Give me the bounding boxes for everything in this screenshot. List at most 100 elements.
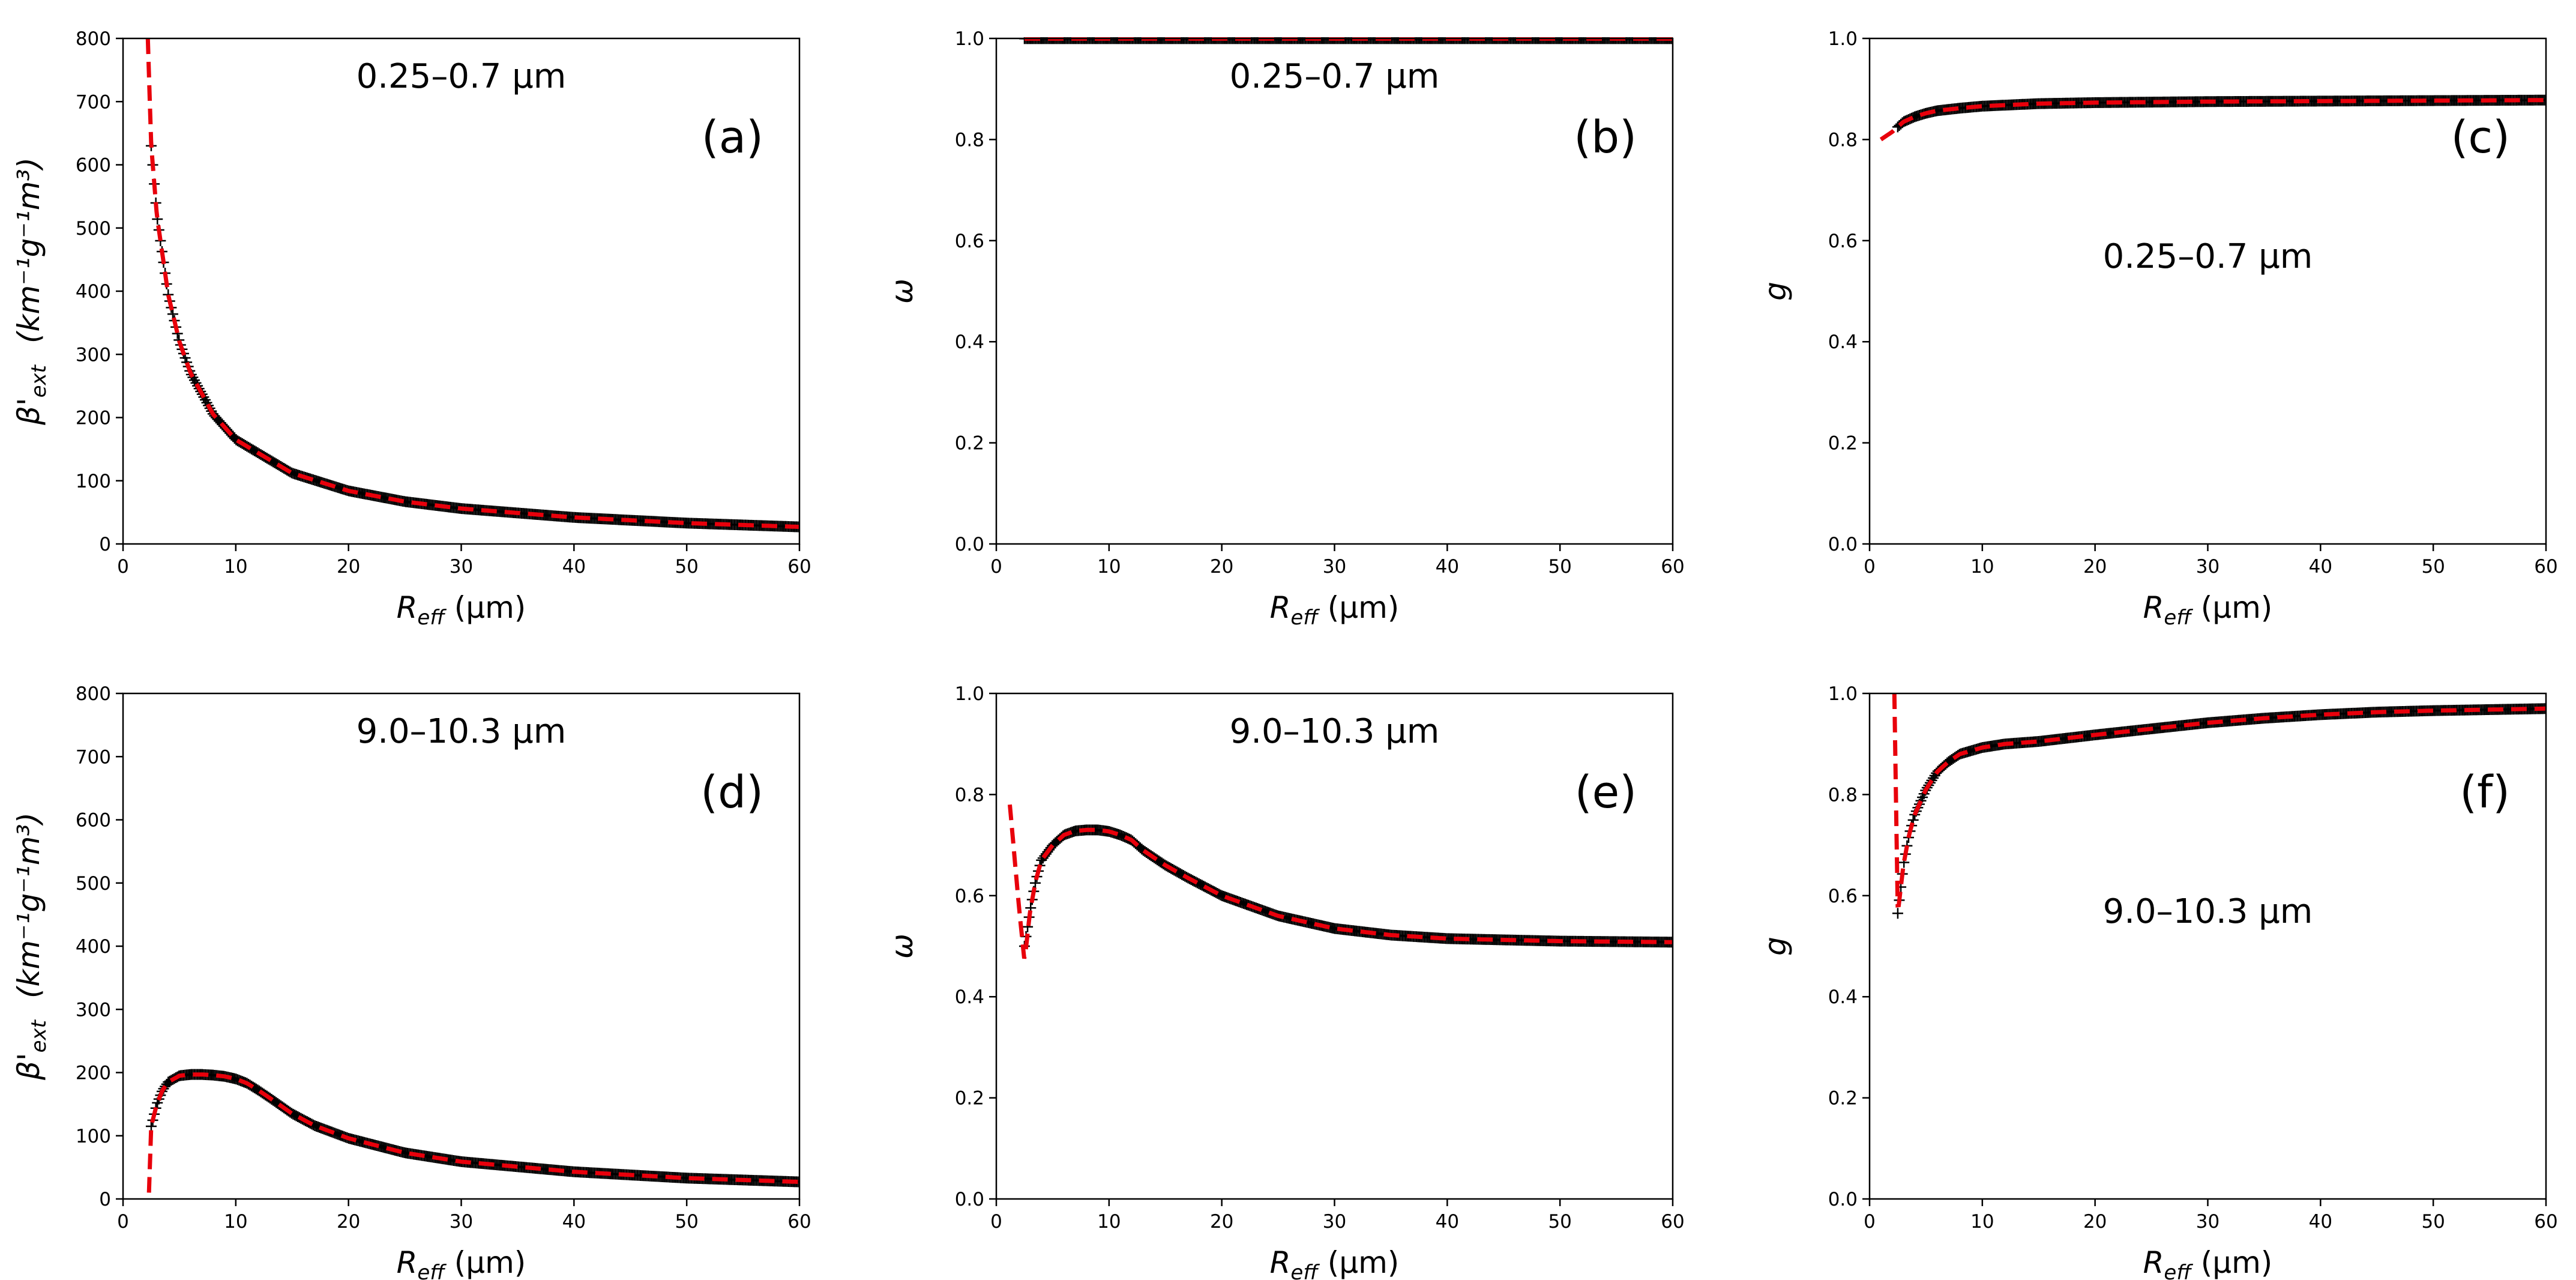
fit-line <box>1008 804 1673 959</box>
y-axis-label: ω <box>885 934 919 959</box>
x-tick-label: 60 <box>1661 556 1684 578</box>
x-axis-label-unit: (μm) <box>2191 1245 2272 1280</box>
x-tick-label: 60 <box>2534 556 2557 578</box>
x-tick-label: 40 <box>2309 1211 2332 1233</box>
y-tick-label: 1.0 <box>955 28 984 50</box>
y-axis-label-main: g <box>1758 937 1793 956</box>
x-tick-label: 20 <box>337 556 360 578</box>
x-axis-label-sub: eff <box>2164 606 2193 630</box>
x-tick-label: 60 <box>787 1211 811 1233</box>
y-tick-label: 0.4 <box>955 986 984 1008</box>
chart-panel-e: 0 10 20 30 40 50 60 0.0 0.2 0.4 0.6 0.8 1.0 Reff (μm)… <box>885 683 1685 1280</box>
data-marker <box>188 375 200 386</box>
chart-panel-a: 0 10 20 30 40 50 600100200300400500600700800Re… <box>11 28 811 630</box>
y-tick-label: 1.0 <box>1828 28 1858 50</box>
x-axis-label: Reff (μm) <box>2143 1245 2273 1280</box>
x-tick-label: 0 <box>990 556 1002 578</box>
x-tick-label: 10 <box>1970 1211 1994 1233</box>
band-label: 9.0–10.3 μm <box>2103 892 2313 931</box>
x-axis-label-unit: (μm) <box>2191 590 2272 625</box>
plot-area <box>1892 693 2546 919</box>
y-tick-label: 1.0 <box>955 683 984 705</box>
y-tick-label: 800 <box>76 28 111 50</box>
plot-area <box>145 38 799 533</box>
panel-tag: (c) <box>2451 112 2510 163</box>
x-tick-label: 40 <box>1436 1211 1459 1233</box>
x-axis-label-sub: eff <box>1290 1261 1320 1280</box>
y-tick-label: 0.4 <box>1828 331 1858 353</box>
y-tick-label: 0.0 <box>955 534 984 555</box>
y-axis-label-main: ω <box>885 934 919 959</box>
band-label: 0.25–0.7 μm <box>2103 237 2313 276</box>
y-tick-label: 0.2 <box>955 433 984 454</box>
x-tick-label: 0 <box>117 556 129 578</box>
y-tick-label: 0.2 <box>955 1088 984 1109</box>
y-tick-label: 0.2 <box>1828 1088 1858 1109</box>
y-axis-label: ω <box>885 279 919 304</box>
y-tick-label: 0.2 <box>1828 433 1858 454</box>
y-tick-label: 300 <box>76 999 111 1021</box>
y-tick-label: 0 <box>99 534 111 555</box>
x-tick-label: 60 <box>787 556 811 578</box>
y-tick-label: 0.8 <box>955 129 984 151</box>
band-label: 0.25–0.7 μm <box>357 57 567 96</box>
y-tick-label: 100 <box>76 1126 111 1147</box>
y-tick-label: 0.4 <box>955 331 984 353</box>
y-tick-label: 0.0 <box>955 1189 984 1210</box>
y-tick-label: 0.6 <box>1828 231 1858 252</box>
x-axis-label-main: R <box>397 1245 418 1280</box>
x-tick-label: 20 <box>337 1211 360 1233</box>
chart-panel-c: 0 10 20 30 40 50 60 0.0 0.2 0.4 0.6 0.8 1.0 Reff (μm)… <box>1758 28 2558 630</box>
y-tick-label: 0.6 <box>955 886 984 907</box>
y-tick-label: 600 <box>76 155 111 177</box>
x-tick-label: 40 <box>562 1211 586 1233</box>
x-tick-label: 50 <box>1548 1211 1571 1233</box>
y-axis-label-main: ω <box>885 279 919 304</box>
x-tick-label: 30 <box>450 1211 473 1233</box>
x-axis-label: Reff (μm) <box>1270 1245 1400 1280</box>
y-tick-label: 0.8 <box>1828 129 1858 151</box>
x-tick-label: 10 <box>1097 556 1121 578</box>
x-tick-label: 10 <box>224 1211 247 1233</box>
x-tick-label: 60 <box>2534 1211 2557 1233</box>
panel-tag: (f) <box>2460 767 2510 818</box>
x-axis-label-unit: (μm) <box>445 1245 526 1280</box>
y-tick-label: 700 <box>76 91 111 113</box>
panel-tag: (d) <box>700 767 763 818</box>
y-axis-label-main: β' <box>11 1052 46 1081</box>
band-label: 9.0–10.3 μm <box>357 712 567 751</box>
y-tick-label: 0.8 <box>1828 784 1858 806</box>
x-tick-label: 20 <box>1210 1211 1233 1233</box>
x-axis-label-sub: eff <box>2164 1261 2193 1280</box>
plot-area <box>1879 94 2546 142</box>
y-tick-label: 0.6 <box>955 231 984 252</box>
y-axis-label-sub: ext <box>27 1019 51 1052</box>
x-axis-label-sub: eff <box>417 606 447 630</box>
x-tick-label: 40 <box>2309 556 2332 578</box>
x-tick-label: 0 <box>990 1211 1002 1233</box>
y-tick-label: 0.4 <box>1828 986 1858 1008</box>
x-tick-label: 30 <box>2196 556 2219 578</box>
y-tick-label: 200 <box>76 1063 111 1084</box>
x-tick-label: 20 <box>2083 1211 2107 1233</box>
y-tick-label: 1.0 <box>1828 683 1858 705</box>
y-tick-label: 500 <box>76 873 111 895</box>
x-tick-label: 60 <box>1661 1211 1684 1233</box>
x-tick-label: 30 <box>450 556 473 578</box>
x-axis-label: Reff (μm) <box>1270 590 1400 630</box>
band-label: 9.0–10.3 μm <box>1230 712 1440 751</box>
data-marker <box>167 309 178 320</box>
y-axis-label: g <box>1758 937 1793 956</box>
y-tick-label: 400 <box>76 936 111 958</box>
x-tick-label: 40 <box>562 556 586 578</box>
chart-panel-b: 0 10 20 30 40 50 60 0.0 0.2 0.4 0.6 0.8 1.0 Reff (μm)… <box>885 28 1685 630</box>
chart-panel-d: 0 10 20 30 40 50 600100200300400500600700800Re… <box>11 683 811 1280</box>
data-marker <box>145 1120 157 1132</box>
y-axis-label-sub: ext <box>27 364 51 397</box>
y-axis-label: β'ext (km⁻¹g⁻¹m³) <box>11 812 51 1081</box>
x-tick-label: 10 <box>1970 556 1994 578</box>
y-tick-label: 600 <box>76 810 111 832</box>
x-tick-label: 20 <box>1210 556 1233 578</box>
x-axis-label: Reff (μm) <box>397 590 526 630</box>
